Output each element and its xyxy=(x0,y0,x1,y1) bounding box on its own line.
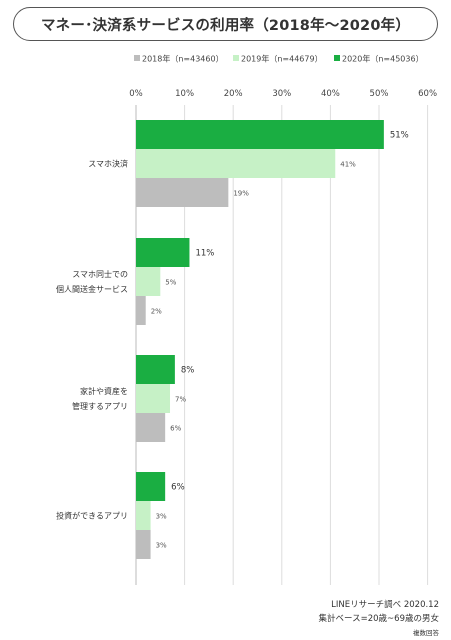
answer-note: 複数回答 xyxy=(413,629,439,637)
bar xyxy=(136,149,336,178)
legend-label: 2019年（n=44679） xyxy=(241,54,323,64)
data-label: 7% xyxy=(175,396,186,404)
bar xyxy=(136,238,190,267)
data-label: 41% xyxy=(340,161,356,169)
bar xyxy=(136,384,171,413)
x-tick-label: 0% xyxy=(129,89,143,99)
bar xyxy=(136,120,384,149)
x-tick-label: 50% xyxy=(370,89,389,99)
legend-swatch xyxy=(233,55,239,61)
bar xyxy=(136,296,146,325)
data-label: 19% xyxy=(233,190,249,198)
data-label: 11% xyxy=(195,249,214,259)
data-label: 6% xyxy=(170,425,181,433)
bar xyxy=(136,267,161,296)
x-tick-label: 20% xyxy=(224,89,243,99)
category-label: スマホ決済 xyxy=(88,159,128,169)
bar xyxy=(136,355,175,384)
x-tick-label: 30% xyxy=(272,89,291,99)
bar xyxy=(136,178,229,207)
category-label: 家計や資産を xyxy=(80,386,128,396)
base-note: 集計ベース=20歳~69歳の男女 xyxy=(318,614,439,624)
data-label: 8% xyxy=(181,366,195,376)
bar xyxy=(136,501,151,530)
x-tick-label: 40% xyxy=(321,89,340,99)
data-label: 5% xyxy=(165,279,176,287)
data-label: 2% xyxy=(151,308,162,316)
chart-title: マネー･決済系サービスの利用率（2018年～2020年） xyxy=(13,7,438,41)
legend-swatch xyxy=(334,55,340,61)
data-label: 3% xyxy=(156,542,167,550)
source-note: LINEリサーチ調べ 2020.12 xyxy=(331,600,439,610)
legend-swatch xyxy=(134,55,140,61)
category-label: スマホ同士での xyxy=(72,269,128,279)
x-tick-label: 60% xyxy=(418,89,437,99)
data-label: 51% xyxy=(390,131,409,141)
legend-label: 2018年（n=43460） xyxy=(142,54,224,64)
category-label: 個人間送金サービス xyxy=(56,284,128,294)
category-label: 投資ができるアプリ xyxy=(56,511,128,521)
data-label: 3% xyxy=(156,513,167,521)
data-label: 6% xyxy=(171,483,185,493)
category-label: 管理するアプリ xyxy=(72,401,128,411)
bar xyxy=(136,472,166,501)
bar xyxy=(136,530,151,559)
bar xyxy=(136,413,166,442)
x-tick-label: 10% xyxy=(175,89,194,99)
legend-label: 2020年（n=45036） xyxy=(342,54,424,64)
